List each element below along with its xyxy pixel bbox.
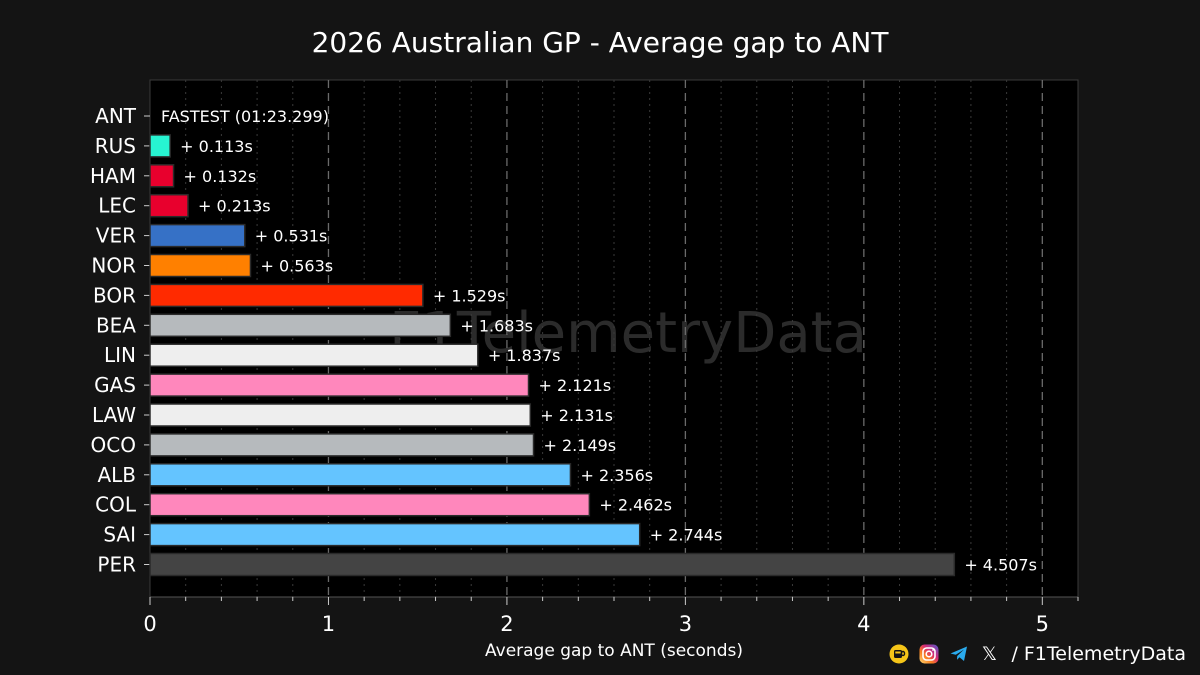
y-tick-label: COL [95, 493, 137, 517]
data-label: + 2.121s [539, 376, 612, 395]
y-tick-label: BOR [93, 283, 136, 307]
bar [149, 433, 535, 457]
data-label: + 0.563s [260, 257, 333, 276]
ko-fi-icon[interactable] [889, 644, 909, 664]
y-tick-label: SAI [103, 523, 136, 547]
bar [149, 373, 530, 397]
telegram-icon[interactable] [949, 644, 969, 664]
y-tick-label: NOR [91, 254, 136, 278]
data-label: FASTEST (01:23.299) [161, 107, 329, 126]
y-tick-label: ANT [95, 104, 137, 128]
chart-title: 2026 Australian GP - Average gap to ANT [311, 26, 889, 59]
bar [149, 463, 572, 487]
x-tick-label: 1 [322, 612, 335, 636]
y-tick-label: RUS [95, 134, 136, 158]
footer-handle: / F1TelemetryData [1011, 643, 1186, 665]
data-label: + 2.131s [540, 406, 613, 425]
data-label: + 2.462s [599, 496, 672, 515]
y-tick-label: OCO [91, 433, 136, 457]
x-tick-label: 0 [143, 612, 156, 636]
data-label: + 2.744s [650, 526, 723, 545]
bar [149, 313, 452, 338]
y-tick-label: LIN [104, 343, 136, 367]
data-label: + 1.683s [460, 316, 533, 335]
x-tick-label: 4 [857, 612, 870, 636]
data-label: + 4.507s [964, 556, 1037, 575]
y-tick-label: LEC [98, 194, 136, 218]
bar [149, 403, 532, 427]
bar [149, 223, 246, 248]
x-tick-label: 3 [679, 612, 692, 636]
bar [149, 343, 479, 367]
data-label: + 0.132s [184, 167, 257, 186]
data-label: + 2.149s [544, 436, 617, 455]
x-tick-label: 5 [1036, 612, 1049, 636]
y-tick-label: HAM [90, 164, 136, 188]
instagram-icon[interactable] [919, 644, 939, 664]
y-tick-label: VER [96, 224, 136, 248]
x-tick-label: 2 [500, 612, 513, 636]
x-axis-title: Average gap to ANT (seconds) [485, 641, 743, 661]
x-icon[interactable]: 𝕏 [981, 643, 998, 665]
social-footer: 𝕏 / F1TelemetryData [889, 643, 1186, 665]
y-tick-label: BEA [96, 313, 136, 337]
data-label: + 1.529s [433, 286, 506, 305]
y-tick-label: LAW [92, 403, 136, 427]
bar [149, 164, 175, 188]
y-tick-label: GAS [94, 373, 136, 397]
bar [149, 552, 956, 577]
bar [149, 193, 189, 218]
bar [149, 134, 171, 158]
bar [149, 522, 641, 547]
bar [149, 283, 424, 308]
data-label: + 1.837s [488, 346, 561, 365]
y-tick-label: PER [97, 553, 136, 577]
data-label: + 0.113s [180, 137, 253, 156]
data-label: + 0.213s [198, 197, 271, 216]
y-tick-label: ALB [97, 463, 136, 487]
bar [149, 253, 252, 278]
data-label: + 2.356s [580, 466, 653, 485]
data-label: + 0.531s [255, 227, 328, 246]
bar [149, 492, 591, 517]
